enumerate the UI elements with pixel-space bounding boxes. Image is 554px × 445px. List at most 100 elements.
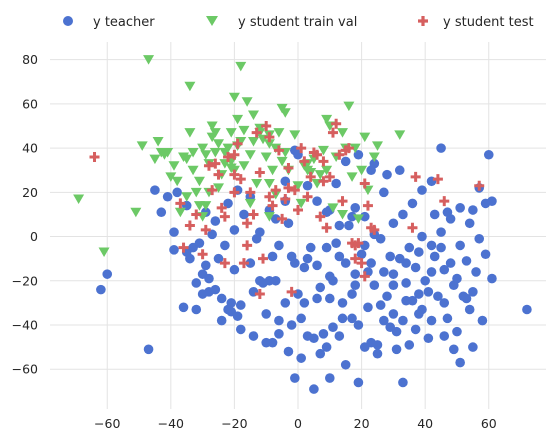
teacher-point (334, 220, 345, 231)
teacher-point (394, 165, 405, 176)
teacher-point (468, 205, 478, 215)
teacher-point (468, 287, 478, 297)
teacher-point (417, 231, 427, 242)
teacher-point (398, 377, 408, 388)
test-point (312, 149, 323, 160)
teacher-point (290, 258, 300, 268)
train-val-point (168, 161, 180, 171)
train-val-point (130, 207, 142, 218)
test-point (235, 174, 246, 185)
teacher-point (290, 373, 300, 383)
teacher-point (210, 284, 221, 295)
teacher-point (191, 304, 202, 315)
teacher-point (468, 342, 478, 352)
teacher-point (235, 300, 246, 310)
test-point (223, 151, 234, 162)
teacher-point (455, 203, 465, 213)
legend-entry-teacher: y teacher (63, 15, 155, 30)
x-tick-label: −60 (94, 416, 120, 431)
train-val-point (263, 139, 275, 149)
test-point (356, 258, 367, 269)
train-val-point (346, 172, 358, 182)
test-point (305, 171, 316, 182)
train-val-point (317, 145, 329, 156)
train-val-point (165, 172, 177, 182)
train-val-point (247, 110, 259, 120)
teacher-point (347, 289, 357, 299)
teacher-point (283, 218, 294, 229)
teacher-point (302, 253, 313, 264)
teacher-point (169, 227, 179, 237)
train-val-point (232, 114, 244, 125)
train-val-point (181, 192, 193, 202)
teacher-point (312, 260, 322, 271)
legend-label-test: y student test (443, 15, 534, 30)
teacher-point (353, 377, 364, 388)
teacher-point (274, 329, 284, 339)
teacher-point (280, 298, 291, 308)
teacher-point (474, 233, 485, 244)
test-point (254, 289, 265, 300)
teacher-point (334, 331, 345, 341)
legend-label-train-val: y student train val (238, 15, 357, 30)
test-point (369, 224, 380, 235)
train-val-point (238, 161, 250, 171)
teacher-point (382, 169, 392, 180)
train-val-point (193, 201, 205, 211)
tick-labels: −60 −40 −20 0 20 40 60 −60 −40 −20 0 20 40 60 80 (12, 52, 497, 431)
test-point (324, 171, 335, 182)
train-val-point (200, 150, 212, 160)
teacher-point (337, 313, 348, 324)
teacher-point (372, 348, 383, 359)
test-point (175, 198, 186, 209)
train-val-point (368, 152, 380, 162)
train-val-point (337, 128, 349, 138)
teacher-point (200, 260, 211, 271)
teacher-point (385, 251, 396, 262)
test-point (343, 143, 354, 154)
teacher-point (321, 342, 332, 352)
train-val-point (295, 198, 307, 209)
teacher-point (235, 324, 246, 335)
teacher-point (401, 278, 411, 288)
teacher-point (340, 258, 351, 268)
train-val-point (225, 128, 237, 138)
test-point (258, 253, 269, 264)
teacher-point (331, 178, 341, 189)
train-val-point (343, 101, 355, 112)
teacher-point (401, 258, 411, 268)
teacher-point (445, 258, 456, 268)
teacher-point (366, 258, 376, 268)
y-tick-label: 80 (22, 52, 38, 67)
teacher-point (442, 313, 453, 324)
teacher-point (439, 264, 450, 275)
teacher-point (471, 267, 481, 277)
teacher-point (391, 344, 402, 355)
train-val-point (228, 92, 240, 103)
teacher-point (385, 322, 396, 332)
teacher-point (356, 249, 367, 260)
test-point (302, 191, 313, 202)
teacher-point (150, 185, 160, 195)
test-point (229, 169, 240, 180)
teacher-point (448, 344, 459, 355)
test-point (407, 222, 418, 233)
train-val-point (238, 125, 250, 136)
test-point (203, 160, 214, 171)
teacher-point (331, 238, 341, 248)
x-tick-label: 20 (354, 416, 370, 431)
train-val-point (314, 170, 326, 180)
legend-label-teacher: y teacher (93, 15, 155, 30)
series-1 (73, 55, 406, 258)
test-point (251, 127, 262, 138)
teacher-point (480, 249, 491, 260)
test-point (219, 258, 230, 269)
train-val-point (276, 156, 288, 167)
teacher-point (436, 143, 446, 153)
train-val-point (251, 178, 263, 189)
test-point (238, 258, 249, 269)
teacher-point (239, 209, 249, 220)
teacher-point (261, 309, 272, 319)
teacher-point (258, 278, 268, 288)
